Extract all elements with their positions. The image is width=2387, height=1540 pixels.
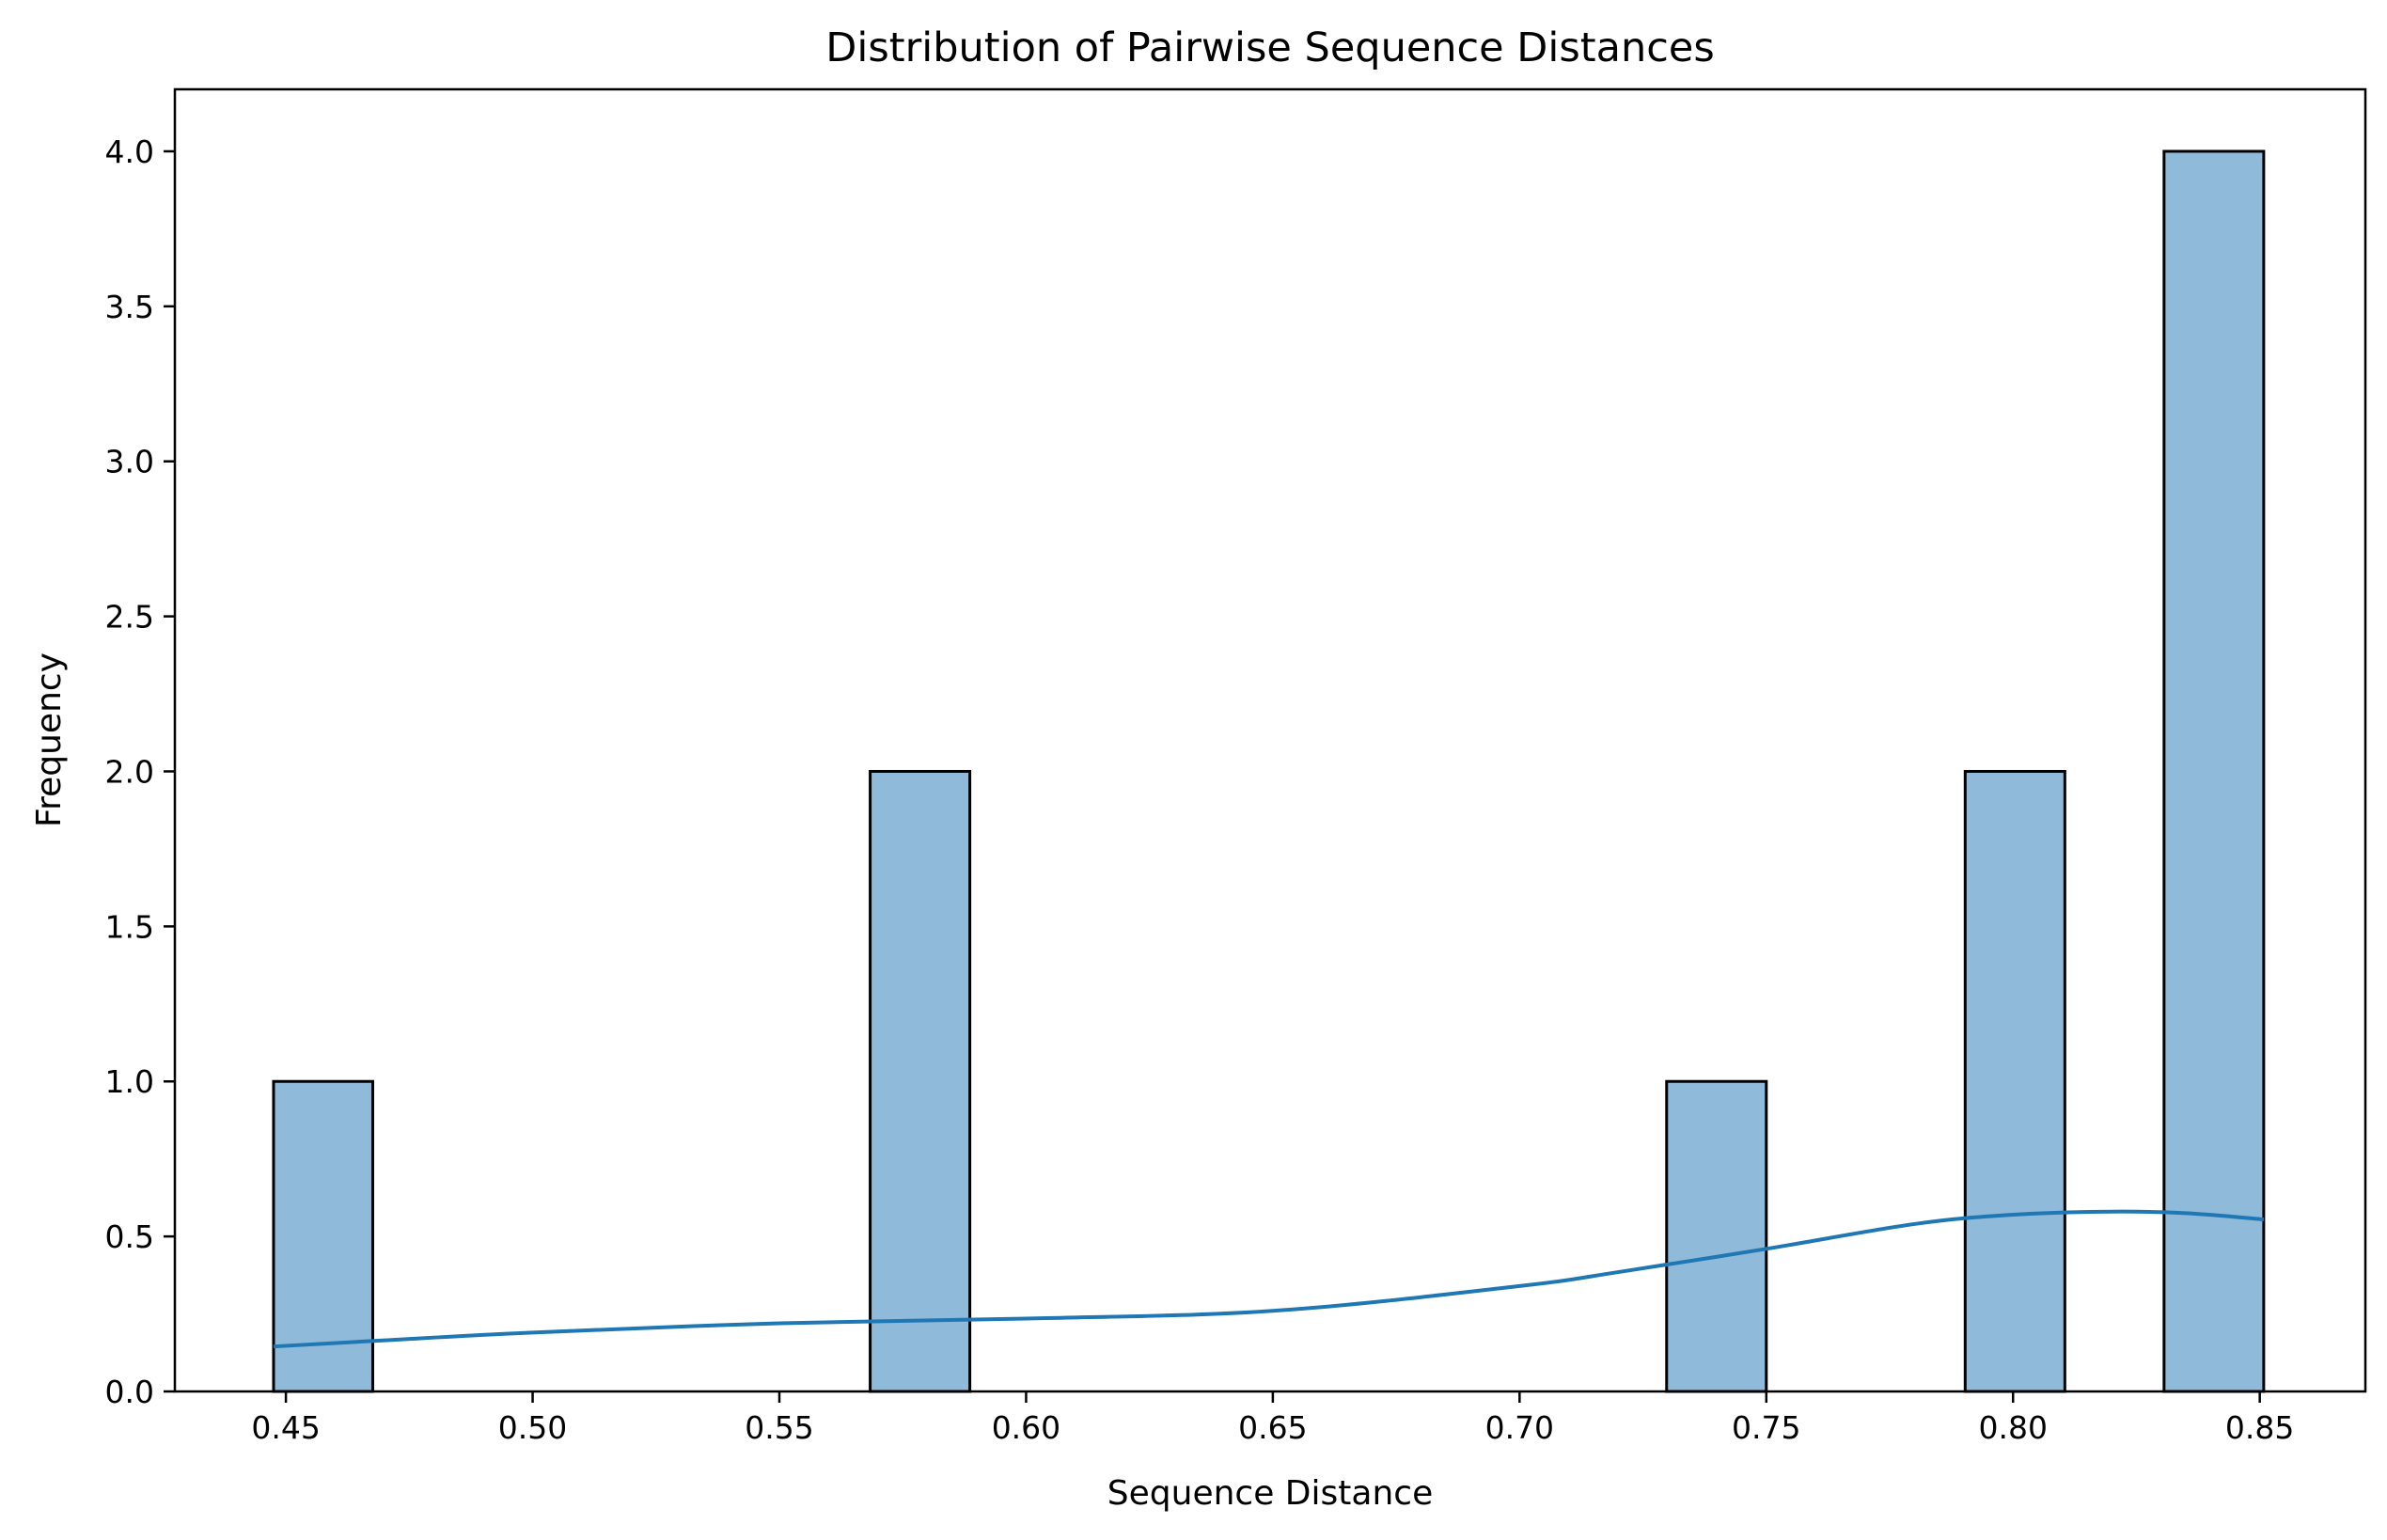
x-tick-label: 0.55 <box>745 1409 813 1446</box>
y-tick-label: 0.5 <box>105 1218 154 1255</box>
y-tick-label: 3.0 <box>105 444 154 480</box>
y-tick-label: 1.5 <box>105 908 154 945</box>
histogram-bar <box>2162 149 2266 1393</box>
plot-frame <box>173 87 2367 1393</box>
bars-layer <box>272 149 2266 1393</box>
chart-title: Distribution of Pairwise Sequence Distan… <box>825 24 1714 71</box>
y-axis-label: Frequency <box>30 652 69 827</box>
y-tick-label: 3.5 <box>105 289 154 325</box>
x-tick-label: 0.50 <box>498 1409 567 1446</box>
kde-layer <box>273 1209 2265 1349</box>
y-tick-label: 4.0 <box>105 134 154 170</box>
kde-curve <box>273 1209 2265 1349</box>
histogram-bar <box>1963 769 2066 1393</box>
x-tick-label: 0.80 <box>1978 1409 2047 1446</box>
histogram-bar <box>1665 1079 1768 1393</box>
x-tick-label: 0.45 <box>251 1409 320 1446</box>
x-tick-label: 0.60 <box>992 1409 1060 1446</box>
histogram-bar <box>272 1079 374 1393</box>
y-axis-ticks: 0.0 0.5 1.0 1.5 2.0 2.5 3.0 3.5 4.0 <box>105 134 175 1410</box>
histogram-bar <box>869 769 972 1393</box>
x-axis-label: Sequence Distance <box>1107 1474 1433 1513</box>
x-tick-label: 0.85 <box>2225 1409 2294 1446</box>
x-axis-ticks: 0.45 0.50 0.55 0.60 0.65 0.70 0.75 0.80 0.85 <box>251 1391 2294 1446</box>
x-tick-label: 0.65 <box>1238 1409 1307 1446</box>
x-tick-label: 0.70 <box>1485 1409 1554 1446</box>
y-tick-label: 0.0 <box>105 1374 154 1410</box>
y-tick-label: 1.0 <box>105 1063 154 1100</box>
y-tick-label: 2.5 <box>105 599 154 636</box>
x-tick-label: 0.75 <box>1732 1409 1800 1446</box>
y-tick-label: 2.0 <box>105 753 154 790</box>
